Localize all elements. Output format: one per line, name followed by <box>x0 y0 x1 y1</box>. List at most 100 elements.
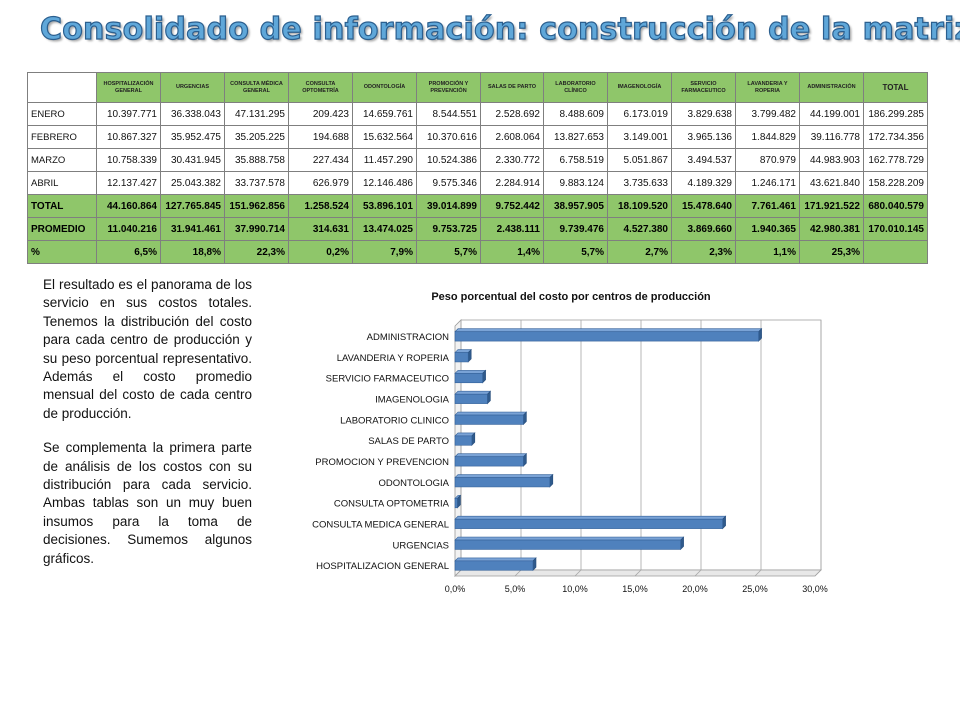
summary-row: TOTAL 44.160.864 127.765.845 151.962.856 1.2… <box>27 194 928 218</box>
category-label: IMAGENOLOGIA <box>375 394 450 405</box>
table-cell: 33.737.578 <box>224 171 289 195</box>
table-cell: 1.246.171 <box>735 171 800 195</box>
table-cell: 53.896.101 <box>352 194 417 218</box>
bar <box>454 393 488 404</box>
gridline <box>694 320 702 577</box>
table-cell: 35.205.225 <box>224 125 289 149</box>
table-cell: 2.284.914 <box>480 171 544 195</box>
summary-row: % 6,5% 18,8% 22,3% 0,2% 7,9% 5,7% 1,4% 5,7% 2,7% 2… <box>27 240 928 264</box>
column-header-total: TOTAL <box>863 72 928 103</box>
bar-top <box>454 328 763 333</box>
table-cell: 3.829.638 <box>671 102 736 126</box>
table-row: ABRIL 12.137.427 25.043.382 33.737.578 626.9… <box>27 171 928 195</box>
row-label: FEBRERO <box>27 125 97 149</box>
row-label: ENERO <box>27 102 97 126</box>
category-label: CONSULTA MEDICA GENERAL <box>312 519 449 530</box>
table-cell: 3.965.136 <box>671 125 736 149</box>
table-cell: 36.338.043 <box>160 102 225 126</box>
category-label: CONSULTA OPTOMETRIA <box>334 499 450 510</box>
table-cell: 43.621.840 <box>799 171 864 195</box>
table-cell: 18.109.520 <box>607 194 672 218</box>
column-header: LABORATORIO CLÍNICO <box>543 72 608 103</box>
category-label: HOSPITALIZACION GENERAL <box>316 561 449 572</box>
bar <box>454 456 524 467</box>
description-text: El resultado es el panorama de los servi… <box>43 276 252 584</box>
table-cell: 171.921.522 <box>799 194 864 218</box>
table-cell: 3.494.537 <box>671 148 736 172</box>
table-cell: 7.761.461 <box>735 194 800 218</box>
gridline <box>574 320 582 577</box>
table-cell: 5.051.867 <box>607 148 672 172</box>
table-cell: 626.979 <box>288 171 353 195</box>
bar-top <box>454 411 528 416</box>
table-cell: 1.258.524 <box>288 194 353 218</box>
table-cell: 2.438.111 <box>480 217 544 241</box>
table-cell: 127.765.845 <box>160 194 225 218</box>
bar <box>454 331 759 342</box>
table-cell: 44.983.903 <box>799 148 864 172</box>
table-cell: 3.735.633 <box>607 171 672 195</box>
category-label: URGENCIAS <box>393 540 449 551</box>
table-cell: 11.457.290 <box>352 148 417 172</box>
table-cell: 30.431.945 <box>160 148 225 172</box>
row-label: % <box>27 240 97 264</box>
bar <box>454 477 551 488</box>
table-cell: 172.734.356 <box>863 125 928 149</box>
table-cell: 47.131.295 <box>224 102 289 126</box>
column-header: URGENCIAS <box>160 72 225 103</box>
table-cell: 10.524.386 <box>416 148 481 172</box>
gridline <box>634 320 642 577</box>
column-header: ODONTOLOGÍA <box>352 72 417 103</box>
table-cell: 162.778.729 <box>863 148 928 172</box>
bar <box>454 373 483 384</box>
table-cell: 10.370.616 <box>416 125 481 149</box>
category-label: LAVANDERIA Y ROPERIA <box>337 353 450 364</box>
bar <box>454 539 681 550</box>
chart-title: Peso porcentual del costo por centros de… <box>431 291 711 303</box>
table-cell: 8.544.551 <box>416 102 481 126</box>
table-cell: 6.173.019 <box>607 102 672 126</box>
table-cell: 2.608.064 <box>480 125 544 149</box>
table-cell: 37.990.714 <box>224 217 289 241</box>
table-cell: 194.688 <box>288 125 353 149</box>
table-cell: 12.137.427 <box>96 171 161 195</box>
bar <box>454 498 458 509</box>
table-cell: 25,3% <box>799 240 864 264</box>
column-header: HOSPITALIZACIÓN GENERAL <box>96 72 161 103</box>
row-label: ABRIL <box>27 171 97 195</box>
table-cell: 209.423 <box>288 102 353 126</box>
row-label: PROMEDIO <box>27 217 97 241</box>
category-label: ADMINISTRACION <box>367 332 449 343</box>
table-cell: 680.040.579 <box>863 194 928 218</box>
x-tick-label: 20,0% <box>682 584 708 594</box>
table-cell: 42.980.381 <box>799 217 864 241</box>
column-header: PROMOCIÓN Y PREVENCIÓN <box>416 72 481 103</box>
table-cell: 3.869.660 <box>671 217 736 241</box>
bar <box>454 414 524 425</box>
slide-title: Consolidado de información: construcción… <box>39 11 960 47</box>
row-label: MARZO <box>27 148 97 172</box>
table-cell: 186.299.285 <box>863 102 928 126</box>
paragraph: Se complementa la primera parte de análi… <box>43 440 252 566</box>
table-row: FEBRERO 10.867.327 35.952.475 35.205.225 194… <box>27 125 928 149</box>
table-cell: 314.631 <box>288 217 353 241</box>
category-label: SALAS DE PARTO <box>368 436 449 447</box>
table-corner <box>27 72 97 103</box>
table-cell: 2.330.772 <box>480 148 544 172</box>
table-cell: 9.753.725 <box>416 217 481 241</box>
table-cell: 38.957.905 <box>543 194 608 218</box>
table-cell: 9.575.346 <box>416 171 481 195</box>
bar <box>454 435 473 446</box>
table-cell: 5,7% <box>416 240 481 264</box>
bar <box>454 518 723 529</box>
table-cell: 1,1% <box>735 240 800 264</box>
table-cell: 25.043.382 <box>160 171 225 195</box>
table-cell: 31.941.461 <box>160 217 225 241</box>
column-header: ADMINISTRACIÓN <box>799 72 864 103</box>
gridline <box>814 320 822 577</box>
x-tick-label: 15,0% <box>622 584 648 594</box>
table-cell: 227.434 <box>288 148 353 172</box>
bar-top <box>454 453 528 458</box>
x-tick-label: 25,0% <box>742 584 768 594</box>
column-header: CONSULTA OPTOMETRÍA <box>288 72 353 103</box>
